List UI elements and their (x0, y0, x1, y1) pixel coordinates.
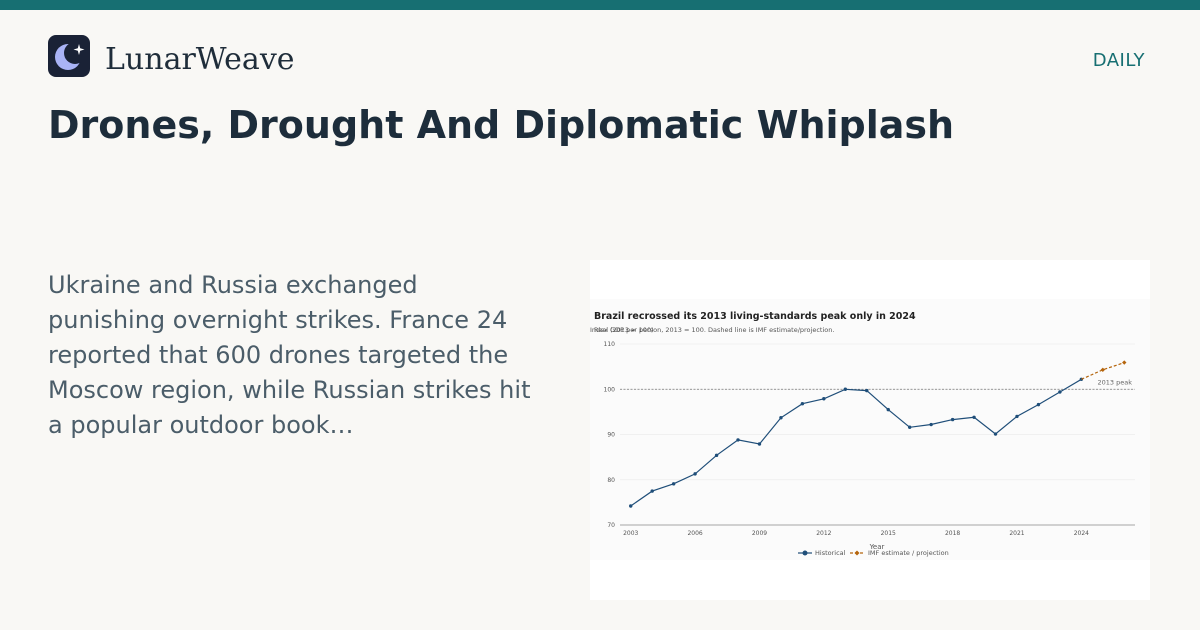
x-axis-label: Year (869, 543, 885, 551)
data-point (993, 432, 998, 436)
data-point (843, 387, 848, 391)
data-point (1015, 414, 1019, 419)
legend-marker-historical (802, 550, 808, 556)
data-point (950, 417, 955, 422)
chart-title: Brazil recrossed its 2013 living-standar… (594, 311, 916, 322)
y-tick-label: 90 (607, 432, 615, 439)
x-tick-label: 2012 (816, 530, 831, 537)
data-point (714, 453, 719, 458)
data-point (865, 388, 869, 393)
data-point (886, 407, 890, 412)
chart-area: Brazil recrossed its 2013 living-standar… (590, 299, 1150, 560)
y-tick-label: 80 (607, 477, 615, 484)
data-point (1036, 402, 1041, 407)
data-point (822, 397, 826, 401)
series-line-projection (1081, 362, 1125, 380)
brand-name[interactable]: LunarWeave (105, 42, 295, 77)
y-tick-label: 100 (604, 386, 616, 393)
reference-line-label: 2013 peak (1098, 378, 1133, 386)
top-accent-bar (0, 0, 1200, 10)
series-line-historical (630, 378, 1082, 507)
data-point (671, 482, 676, 486)
line-chart: Brazil recrossed its 2013 living-standar… (590, 311, 1135, 557)
headline: Drones, Drought And Diplomatic Whiplash (48, 103, 955, 147)
x-tick-label: 2024 (1074, 530, 1089, 537)
x-tick-label: 2021 (1009, 530, 1024, 537)
data-point (736, 438, 740, 442)
article-summary: Ukraine and Russia exchanged punishing o… (48, 271, 531, 439)
data-point (800, 402, 805, 406)
x-tick-label: 2003 (623, 530, 638, 537)
section-tag[interactable]: DAILY (1092, 50, 1145, 71)
x-tick-label: 2009 (752, 530, 767, 537)
data-point (907, 425, 912, 429)
data-point (779, 416, 783, 420)
y-axis-label: Index (2013 = 100) (590, 326, 654, 334)
x-tick-label: 2015 (881, 530, 896, 537)
x-tick-label: 2018 (945, 530, 960, 537)
legend-label-historical: Historical (815, 549, 846, 557)
data-point (693, 472, 697, 476)
data-point (650, 489, 654, 493)
data-point (1058, 390, 1062, 394)
y-tick-label: 110 (604, 341, 616, 348)
legend-label-projection: IMF estimate / projection (868, 549, 949, 557)
data-point (929, 422, 933, 427)
chart-subtitle: Real GDP per person, 2013 = 100. Dashed … (594, 326, 834, 334)
chart-panel: Brazil recrossed its 2013 living-standar… (590, 260, 1150, 600)
data-point (757, 442, 762, 446)
legend-marker-projection (854, 550, 860, 556)
y-tick-label: 70 (607, 522, 615, 529)
x-tick-label: 2006 (687, 530, 702, 537)
data-point (629, 504, 633, 508)
data-point (1122, 360, 1127, 365)
data-point (972, 415, 976, 420)
brand-logo-icon[interactable] (48, 35, 90, 77)
data-point (1100, 367, 1106, 372)
